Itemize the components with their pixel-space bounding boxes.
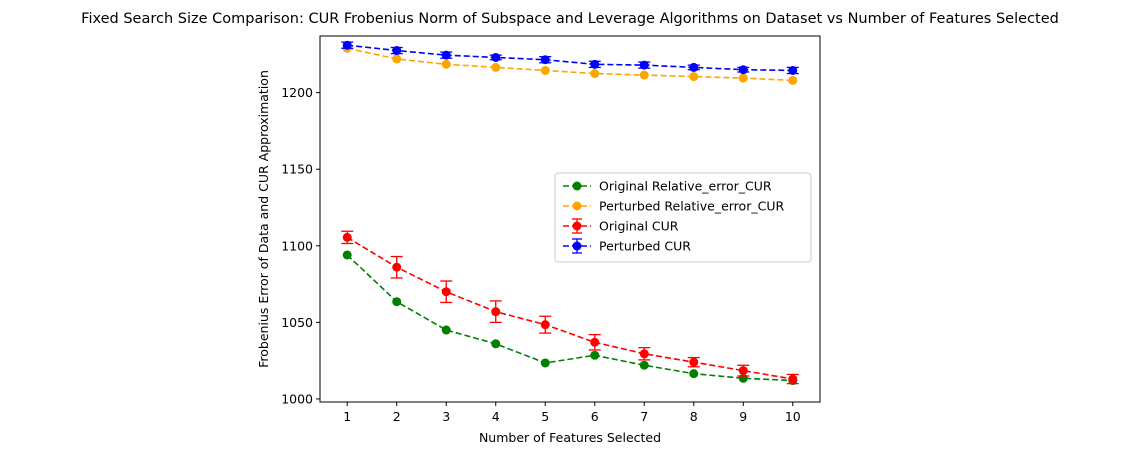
x-tick-label-2: 2	[393, 409, 401, 424]
data-point-perturbed-relative-error-cur-7	[639, 70, 649, 80]
x-tick-label-7: 7	[640, 409, 648, 424]
legend-marker-original-cur	[572, 221, 582, 231]
x-tick-label-5: 5	[541, 409, 549, 424]
series-perturbed-cur	[341, 40, 799, 75]
series-line-original-relative-error-cur	[346, 254, 793, 382]
series-line-perturbed-cur	[347, 44, 793, 72]
data-point-original-cur-10	[788, 374, 798, 384]
legend-entry-original-relative-error-cur: Original Relative_error_CUR	[563, 179, 772, 194]
data-point-original-cur-7	[639, 349, 649, 359]
legend-label-original-relative-error-cur: Original Relative_error_CUR	[599, 179, 772, 194]
chart-title: Fixed Search Size Comparison: CUR Froben…	[81, 11, 1059, 27]
data-point-original-cur-2	[392, 262, 402, 272]
data-point-perturbed-relative-error-cur-3	[441, 59, 451, 69]
legend-box	[554, 172, 812, 263]
data-point-perturbed-relative-error-cur-8	[689, 72, 699, 82]
data-point-original-relative-error-cur-3	[441, 325, 451, 335]
data-point-original-cur-1	[342, 232, 352, 242]
data-point-original-relative-error-cur-2	[392, 297, 402, 307]
x-tick-label-3: 3	[442, 409, 450, 424]
x-tick-label-10: 10	[785, 409, 801, 424]
y-axis-title: Frobenius Error of Data and CUR Approxim…	[256, 70, 271, 368]
legend: Original Relative_error_CUR Perturbed Rel…	[554, 172, 812, 263]
data-point-original-cur-9	[738, 366, 748, 376]
series-original-cur	[341, 230, 799, 385]
data-point-perturbed-relative-error-cur-10	[788, 75, 798, 85]
data-point-original-cur-3	[441, 287, 451, 297]
data-point-perturbed-cur-3	[441, 50, 451, 60]
y-tick-label-1200: 1200	[281, 85, 313, 100]
data-point-perturbed-cur-10	[788, 65, 798, 75]
plot-frame	[319, 35, 821, 403]
legend-marker-perturbed-cur	[572, 241, 582, 251]
x-tick-label-1: 1	[343, 409, 351, 424]
data-point-perturbed-relative-error-cur-6	[590, 69, 600, 79]
legend-marker-original-relative-error-cur	[572, 181, 582, 191]
data-point-original-relative-error-cur-7	[639, 360, 649, 370]
data-point-perturbed-cur-5	[540, 55, 550, 65]
data-point-perturbed-cur-7	[639, 60, 649, 70]
legend-entry-perturbed-cur: Perturbed CUR	[563, 238, 691, 254]
x-tick-label-4: 4	[492, 409, 500, 424]
data-point-perturbed-cur-2	[392, 46, 402, 56]
data-point-perturbed-relative-error-cur-4	[491, 62, 501, 72]
legend-entry-perturbed-relative-error-cur: Perturbed Relative_error_CUR	[563, 199, 784, 214]
data-point-original-cur-6	[590, 337, 600, 347]
series-line-original-cur	[346, 236, 793, 380]
legend-entry-original-cur: Original CUR	[563, 218, 679, 234]
y-tick-label-1000: 1000	[281, 391, 313, 406]
x-tick-label-8: 8	[690, 409, 698, 424]
legend-marker-perturbed-relative-error-cur	[572, 201, 582, 211]
legend-label-perturbed-cur: Perturbed CUR	[599, 239, 691, 254]
data-point-original-cur-4	[491, 307, 501, 317]
data-point-original-relative-error-cur-1	[342, 250, 352, 260]
data-point-perturbed-relative-error-cur-5	[540, 65, 550, 75]
y-tick-label-1050: 1050	[281, 315, 313, 330]
data-point-original-relative-error-cur-4	[491, 339, 501, 349]
series-original-relative-error-cur	[342, 250, 798, 386]
legend-label-original-cur: Original CUR	[599, 219, 679, 234]
data-point-perturbed-relative-error-cur-9	[738, 73, 748, 83]
data-point-perturbed-cur-1	[342, 40, 352, 50]
y-tick-label-1100: 1100	[281, 238, 313, 253]
data-point-perturbed-cur-8	[689, 62, 699, 72]
plot-area: 1 2 3 4 5 6 7 8 9 10 1000 1050 1100 1150 1200	[281, 35, 821, 424]
legend-label-perturbed-relative-error-cur: Perturbed Relative_error_CUR	[599, 199, 784, 214]
series-perturbed-relative-error-cur	[342, 43, 798, 85]
data-point-perturbed-relative-error-cur-2	[392, 54, 402, 64]
data-point-original-relative-error-cur-5	[540, 358, 550, 368]
data-point-original-relative-error-cur-6	[590, 350, 600, 360]
data-point-original-cur-5	[540, 320, 550, 330]
x-axis-title: Number of Features Selected	[479, 430, 661, 445]
series-line-perturbed-relative-error-cur	[347, 47, 793, 82]
data-point-perturbed-cur-6	[590, 59, 600, 69]
x-tick-label-6: 6	[591, 409, 599, 424]
x-tick-label-9: 9	[739, 409, 747, 424]
data-point-perturbed-cur-4	[491, 52, 501, 62]
y-tick-label-1150: 1150	[281, 162, 313, 177]
data-point-perturbed-cur-9	[738, 65, 748, 75]
data-point-original-cur-8	[689, 357, 699, 367]
data-point-original-relative-error-cur-8	[689, 369, 699, 379]
